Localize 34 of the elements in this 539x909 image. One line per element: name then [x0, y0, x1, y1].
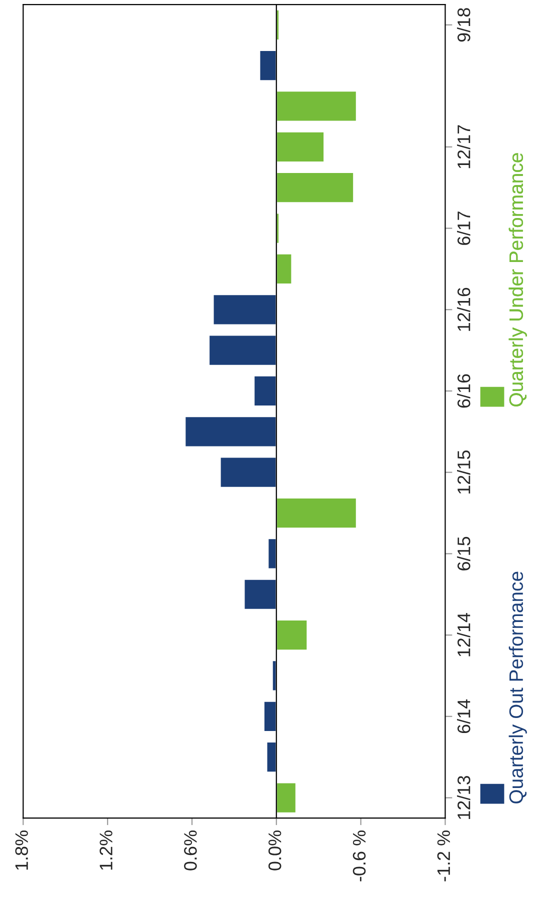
y-tick-label: 6/16 — [457, 374, 470, 408]
bar — [258, 50, 278, 82]
bar — [184, 416, 278, 448]
bar — [276, 782, 297, 814]
bar — [276, 497, 358, 529]
bar — [276, 172, 354, 204]
text: Quarterly Out Performance — [508, 572, 527, 804]
x-tick-label: -0.6 % — [352, 830, 366, 882]
x-tick-label: 1.8% — [15, 830, 28, 870]
y-tick-label: 9/18 — [457, 8, 470, 42]
y-tick-label: 12/13 — [457, 776, 470, 819]
x-tick-label: 1.2% — [100, 830, 112, 870]
x-tick-label: 0.0% — [268, 830, 282, 870]
bar — [276, 130, 325, 163]
bar — [276, 90, 358, 122]
bar — [212, 294, 278, 326]
y-tick-label: 6/14 — [457, 699, 470, 734]
bar — [276, 619, 308, 651]
x-tick-label: -1.2 % — [437, 830, 450, 882]
y-tick-label: 12/17 — [457, 125, 470, 168]
y-tick-label: 12/14 — [457, 612, 470, 656]
y-tick-label: 12/16 — [457, 288, 470, 331]
y-tick-label: 12/15 — [457, 450, 470, 494]
x-tick-label: 0.6% — [184, 830, 197, 870]
bar — [243, 578, 278, 610]
bar — [266, 741, 278, 774]
text: Quarterly Under Performance — [508, 153, 527, 406]
bar — [253, 375, 278, 407]
bar — [263, 700, 278, 732]
bar — [208, 334, 278, 366]
y-tick-label: 6/15 — [457, 536, 470, 570]
y-tick-label: 6/17 — [457, 212, 470, 245]
bar — [276, 253, 293, 285]
bar — [219, 456, 278, 488]
